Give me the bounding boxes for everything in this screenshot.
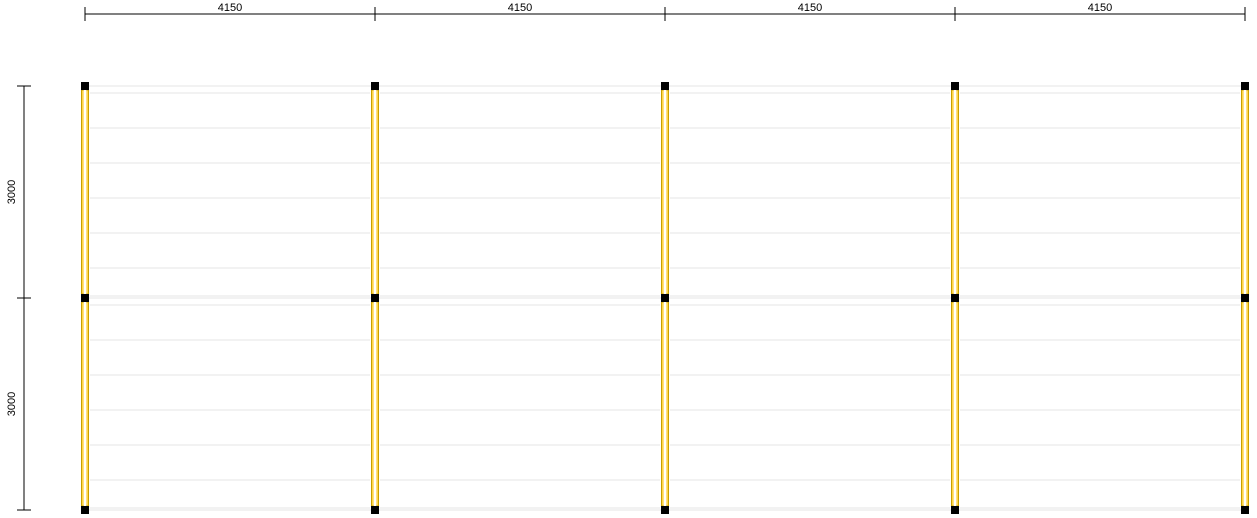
node [371, 294, 379, 302]
node [1241, 294, 1249, 302]
dim-label-left: 3000 [6, 392, 18, 416]
node [661, 506, 669, 514]
node [951, 82, 959, 90]
dim-label-top: 4150 [1088, 2, 1112, 14]
column-inner [374, 302, 377, 506]
column-inner [1244, 90, 1247, 294]
dim-label-top: 4150 [218, 2, 242, 14]
column-inner [954, 302, 957, 506]
node [661, 294, 669, 302]
node [661, 82, 669, 90]
column-inner [374, 90, 377, 294]
column-inner [664, 90, 667, 294]
node [81, 506, 89, 514]
node [951, 294, 959, 302]
node [1241, 506, 1249, 514]
column-inner [954, 90, 957, 294]
dim-label-left: 3000 [6, 180, 18, 204]
dim-label-top: 4150 [508, 2, 532, 14]
elevation-drawing: 4150 4150 4150 4150 3000 3000 [0, 0, 1257, 518]
dim-label-top: 4150 [798, 2, 822, 14]
node [81, 82, 89, 90]
column-inner [84, 90, 87, 294]
node [1241, 82, 1249, 90]
column-inner [1244, 302, 1247, 506]
node [81, 294, 89, 302]
column-inner [84, 302, 87, 506]
node [951, 506, 959, 514]
column-inner [664, 302, 667, 506]
node [371, 82, 379, 90]
node [371, 506, 379, 514]
